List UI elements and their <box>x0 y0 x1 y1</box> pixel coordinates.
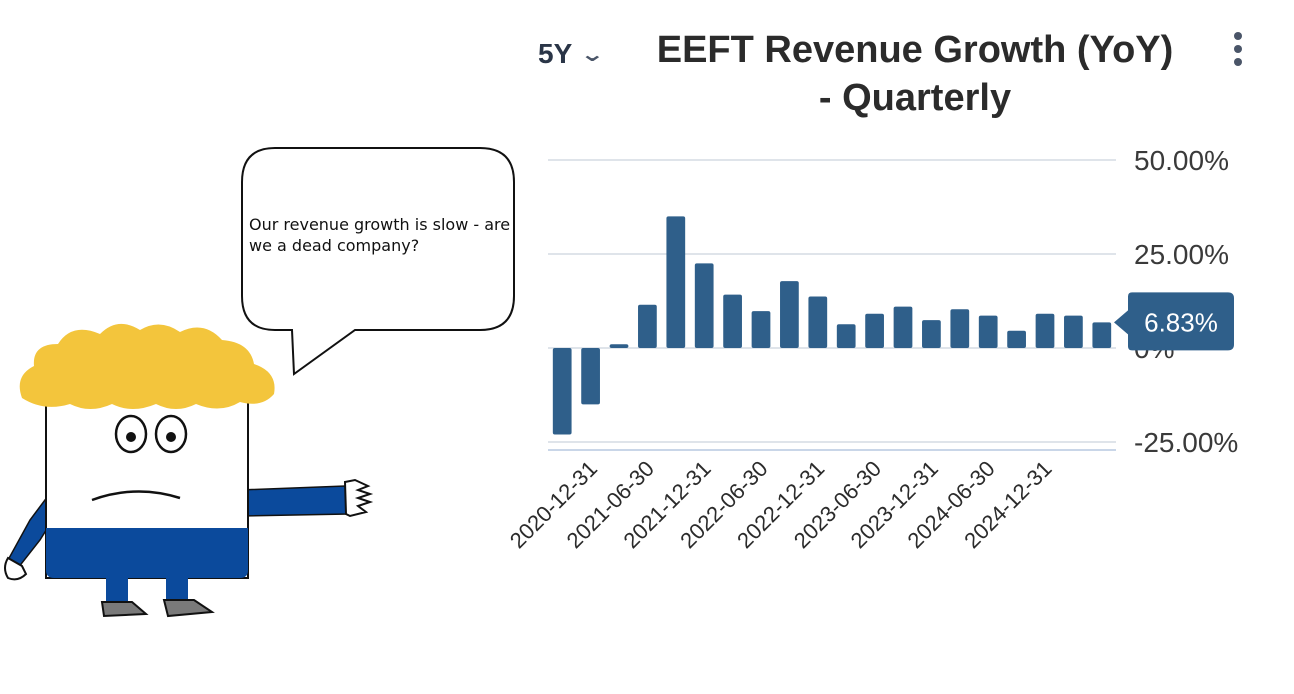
character-right-shoe <box>162 599 215 618</box>
bar-2022-06-30[interactable] <box>751 311 771 348</box>
period-selector[interactable]: 5Y ⌄ <box>538 38 605 70</box>
character-hair <box>19 323 275 409</box>
bar-2021-12-31[interactable] <box>694 263 714 348</box>
value-badge-shape <box>1114 292 1234 351</box>
chart-gridlines <box>548 159 1116 451</box>
y-tick-label: 50.00% <box>1134 145 1229 176</box>
speech-bubble <box>241 147 515 376</box>
y-tick-label: 25.00% <box>1134 239 1229 270</box>
bar-2025-03-31[interactable] <box>1064 315 1083 348</box>
character-left-shoe <box>100 601 149 618</box>
bar-2025-06-30[interactable] <box>1092 322 1112 348</box>
bar-2022-09-30[interactable] <box>780 281 799 348</box>
bar-2023-03-31[interactable] <box>836 324 856 348</box>
bar-2024-12-31[interactable] <box>1035 313 1055 348</box>
bar-2022-12-31[interactable] <box>808 296 828 348</box>
bar-2024-06-30[interactable] <box>978 315 998 348</box>
character-right-hand <box>343 478 374 518</box>
character-right-leg <box>166 576 188 606</box>
bar-2024-09-30[interactable] <box>1007 330 1026 348</box>
bar-2021-06-30[interactable] <box>638 304 657 348</box>
character-mouth <box>91 490 181 502</box>
bar-2022-03-31[interactable] <box>723 294 742 348</box>
bar-2024-03-31[interactable] <box>950 309 970 348</box>
bar-2021-03-31[interactable] <box>609 344 629 348</box>
y-tick-label: -25.00% <box>1134 427 1238 458</box>
x-axis-ticks: 2020-12-312021-06-302021-12-312022-06-30… <box>505 456 1057 553</box>
bar-2023-12-31[interactable] <box>922 320 941 348</box>
character-left-hand <box>4 556 28 581</box>
chart-title: EEFT Revenue Growth (YoY) - Quarterly <box>656 29 1174 119</box>
last-value-badge: 6.83% <box>1114 292 1234 351</box>
character-left-pupil <box>126 432 136 442</box>
speech-bubble-text: Our revenue growth is slow - are we a de… <box>249 215 511 255</box>
chart-bars <box>552 216 1112 435</box>
kebab-menu-icon[interactable] <box>1226 32 1250 72</box>
bar-2023-06-30[interactable] <box>865 313 884 348</box>
bar-2020-09-30[interactable] <box>552 348 572 435</box>
y-axis-ticks: 50.00%25.00%0%-25.00% <box>1134 145 1238 458</box>
character-left-leg <box>106 576 128 606</box>
character-shirt <box>46 528 248 578</box>
bar-2020-12-31[interactable] <box>581 348 600 405</box>
bar-2021-09-30[interactable] <box>666 216 686 348</box>
value-badge-label: 6.83% <box>1144 307 1218 337</box>
cartoon-illustration <box>4 147 515 618</box>
bar-2023-09-30[interactable] <box>893 306 913 348</box>
character-right-pupil <box>166 432 176 442</box>
period-label: 5Y <box>538 38 573 69</box>
chevron-down-icon: ⌄ <box>580 43 606 66</box>
